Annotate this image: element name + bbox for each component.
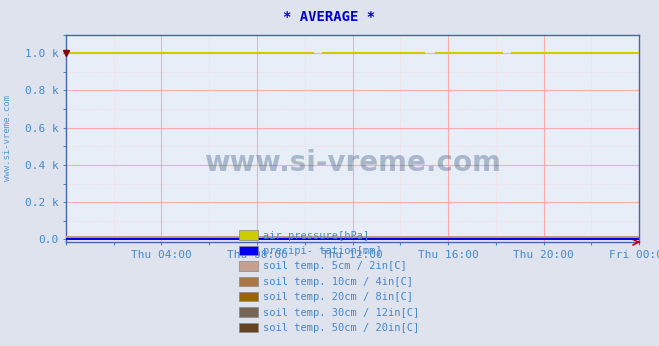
- Text: www.si-vreme.com: www.si-vreme.com: [204, 149, 501, 177]
- Text: www.si-vreme.com: www.si-vreme.com: [3, 95, 13, 181]
- Legend: air pressure[hPa], precipi- tation[mm], soil temp. 5cm / 2in[C], soil temp. 10cm: air pressure[hPa], precipi- tation[mm], …: [235, 226, 424, 337]
- Text: * AVERAGE *: * AVERAGE *: [283, 10, 376, 24]
